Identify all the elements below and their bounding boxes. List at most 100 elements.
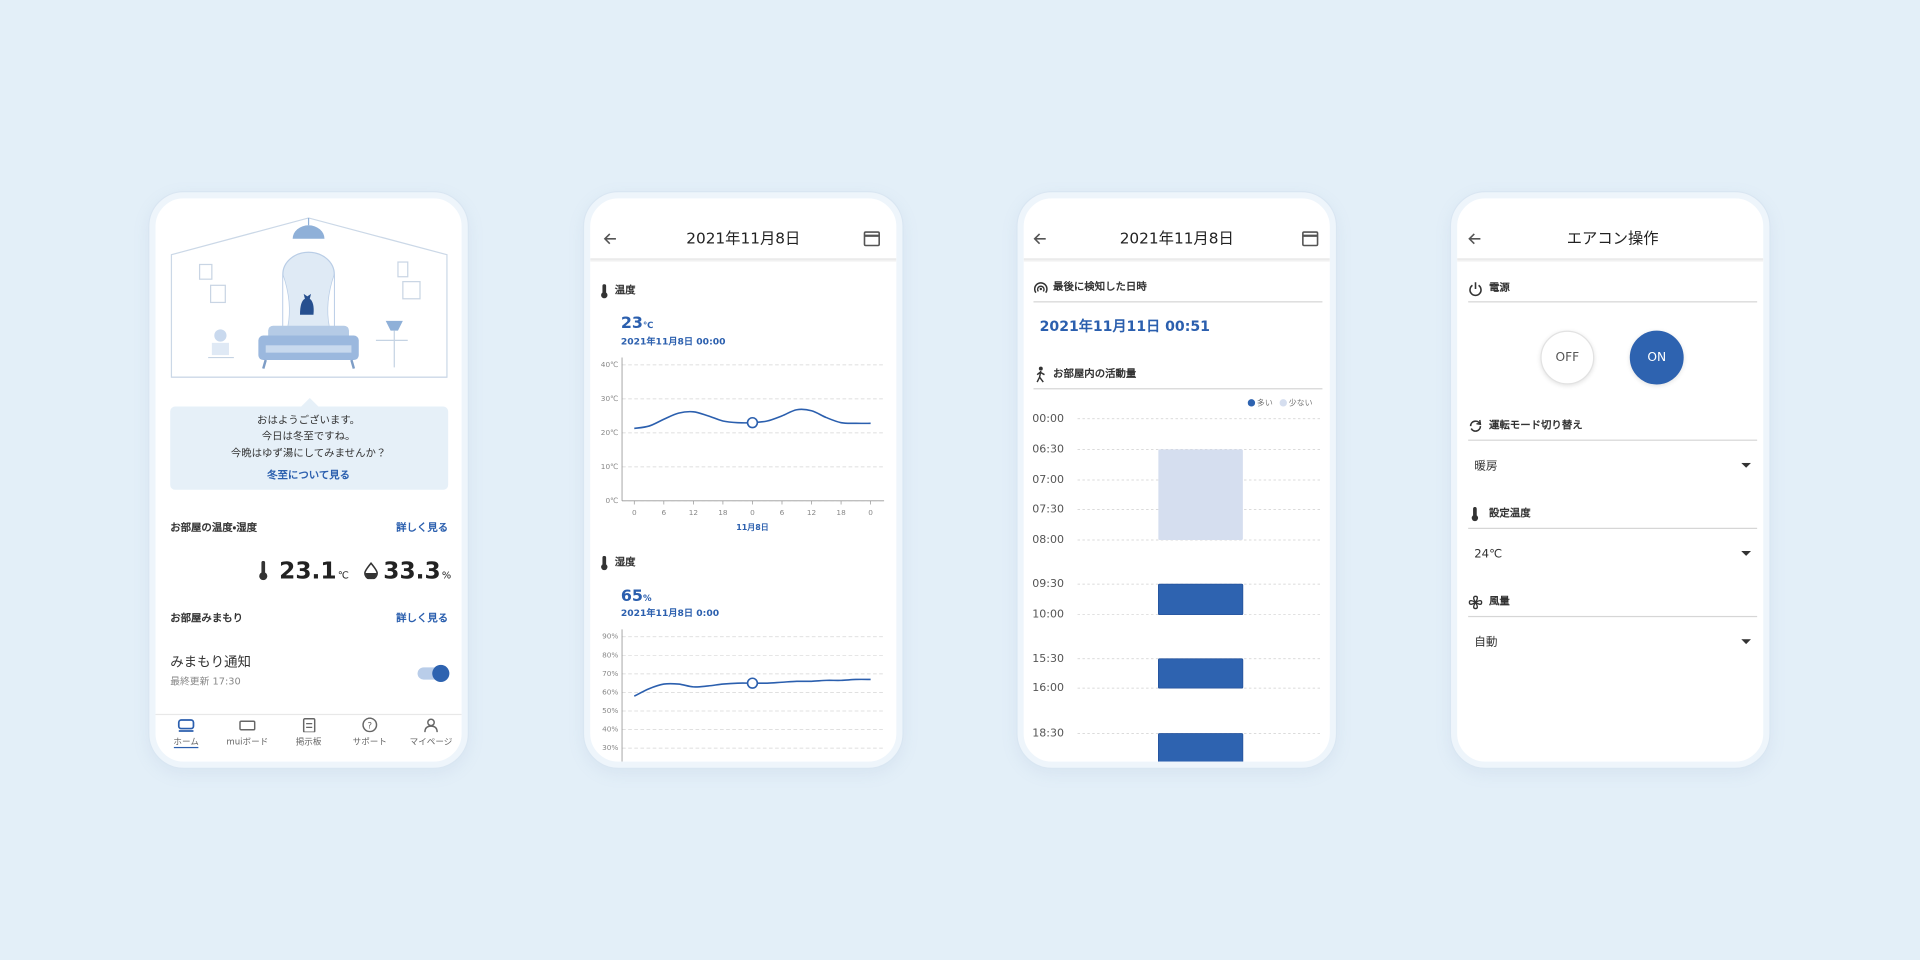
nav-item[interactable]: 掲示板: [278, 718, 339, 749]
section-title: お部屋みまもり: [170, 613, 244, 626]
greeting-bubble: [170, 397, 449, 490]
back-button[interactable]: [602, 231, 617, 246]
aircon-screen: エアコン操作 電源 OFF ON 運転モード切り替え 暖房 設定温度 24℃ 風…: [1451, 192, 1770, 768]
nav-label: マイページ: [409, 737, 453, 747]
section-underline: [1468, 527, 1758, 529]
current-unit: %: [642, 593, 652, 604]
x-tick-label: 18: [836, 508, 846, 517]
time-label: 10:00: [1032, 608, 1064, 621]
dropdown-arrow[interactable]: [1741, 551, 1752, 557]
x-tick-label: 18: [718, 508, 728, 517]
header-shadow: [590, 258, 897, 263]
power-option[interactable]: ON: [1629, 330, 1684, 385]
nav-item[interactable]: muiボード: [217, 718, 278, 749]
screen-title: 2021年11月8日: [686, 228, 801, 248]
time-label: 08:00: [1032, 533, 1064, 546]
dropdown-arrow[interactable]: [1741, 639, 1752, 645]
power-option[interactable]: OFF: [1540, 330, 1595, 385]
last-detected: 2021年11月11日 00:51: [1039, 317, 1210, 335]
timestamp: 2021年11月8日 00:00: [620, 335, 726, 347]
y-tick-label: 50%: [602, 706, 618, 715]
section-underline: [1468, 439, 1758, 441]
time-label: 07:00: [1032, 473, 1064, 486]
calendar-button[interactable]: [863, 229, 880, 247]
thermometer-icon: [259, 560, 268, 581]
timestamp: 2021年11月8日 0:00: [620, 607, 720, 619]
y-tick-label: 20℃: [601, 428, 619, 437]
time-label: 16:00: [1032, 681, 1064, 694]
y-tick-label: 10℃: [601, 462, 619, 471]
more-link[interactable]: 詳しく見る: [396, 522, 449, 535]
activity-bar: [1158, 449, 1243, 540]
signal-icon: [1033, 282, 1048, 294]
y-tick-label: 30℃: [601, 394, 619, 403]
point-marker: [746, 416, 759, 429]
chart-title: 温度: [614, 285, 636, 298]
y-tick-label: 40%: [602, 725, 618, 734]
humidity-unit: %: [441, 570, 452, 582]
back-button[interactable]: [1467, 231, 1482, 246]
activity-chart: 多い 少ない 00:00 06:30 07:00 07:30 08:00 09:30 10:00…: [1032, 397, 1322, 762]
thermometer-icon: [601, 555, 608, 571]
x-tick-label: 6: [780, 508, 785, 517]
activity-bar: [1157, 583, 1244, 616]
more-link[interactable]: 詳しく見る: [396, 613, 449, 626]
greeting-line: おはようございます。: [257, 414, 361, 428]
dropdown-value[interactable]: 24℃: [1474, 547, 1503, 562]
calendar-button[interactable]: [1302, 229, 1319, 247]
nav-label: muiボード: [226, 737, 269, 747]
y-tick-label: 90%: [602, 632, 618, 641]
section-title: 最後に検知した日時: [1053, 281, 1147, 294]
legend-label: 多い: [1257, 397, 1273, 407]
back-button[interactable]: [1032, 231, 1047, 246]
section-underline: [1468, 301, 1758, 303]
x-tick-label: 0: [750, 508, 755, 517]
time-label: 15:30: [1032, 652, 1064, 665]
toggle-knob[interactable]: [432, 664, 450, 683]
header-shadow: [1023, 258, 1330, 263]
watch-updated: 最終更新 17:30: [170, 675, 241, 687]
time-label: 09:30: [1032, 577, 1064, 590]
time-label: 18:30: [1032, 726, 1064, 739]
screen-title: エアコン操作: [1566, 228, 1659, 248]
section-title: 電源: [1488, 282, 1510, 295]
nav-item[interactable]: ホーム: [156, 718, 217, 749]
y-tick-label: 30%: [602, 743, 618, 752]
section-title: お部屋内の活動量: [1053, 368, 1137, 381]
time-label: 06:30: [1032, 442, 1064, 455]
walk-icon: [1036, 366, 1045, 383]
thermometer-icon: [1471, 506, 1479, 522]
temperature-unit: ℃: [337, 570, 349, 582]
time-label: 07:30: [1032, 502, 1064, 515]
chart-title: 湿度: [614, 556, 636, 570]
section-title: 運転モード切り替え: [1488, 419, 1583, 432]
greeting-line: 今日は冬至ですね。: [261, 430, 356, 443]
activity-bar: [1157, 658, 1244, 689]
section-underline: [1033, 388, 1323, 390]
humidity-reading: 33.3%: [383, 560, 451, 583]
y-tick-label: 0℃: [605, 496, 618, 505]
dropdown-arrow[interactable]: [1741, 462, 1752, 469]
current-value: 23℃: [621, 312, 654, 332]
greeting-link[interactable]: 冬至について見る: [267, 469, 351, 483]
dropdown-value[interactable]: 暖房: [1474, 459, 1498, 473]
section-underline: [1468, 615, 1758, 618]
y-tick-label: 80%: [602, 650, 618, 659]
current-number: 23: [620, 314, 643, 334]
fan-icon: [1468, 595, 1483, 610]
screen-title: 2021年11月8日: [1119, 228, 1234, 248]
svg-text:?: ?: [368, 722, 373, 732]
humidity-value: 33.3: [383, 557, 441, 585]
nav-item[interactable]: ? サポート: [339, 717, 400, 749]
point-marker: [746, 677, 759, 689]
nav-item[interactable]: マイページ: [400, 718, 461, 749]
nav-label: サポート: [352, 737, 387, 747]
dropdown-value[interactable]: 自動: [1474, 635, 1498, 650]
current-value: 65%: [621, 585, 652, 605]
section-title: 設定温度: [1488, 507, 1531, 521]
section-underline: [1033, 301, 1323, 303]
history-screen: 2021年11月8日 温度 23℃ 2021年11月8日 00:00 湿度 65…: [584, 192, 903, 768]
header-shadow: [1457, 258, 1764, 263]
